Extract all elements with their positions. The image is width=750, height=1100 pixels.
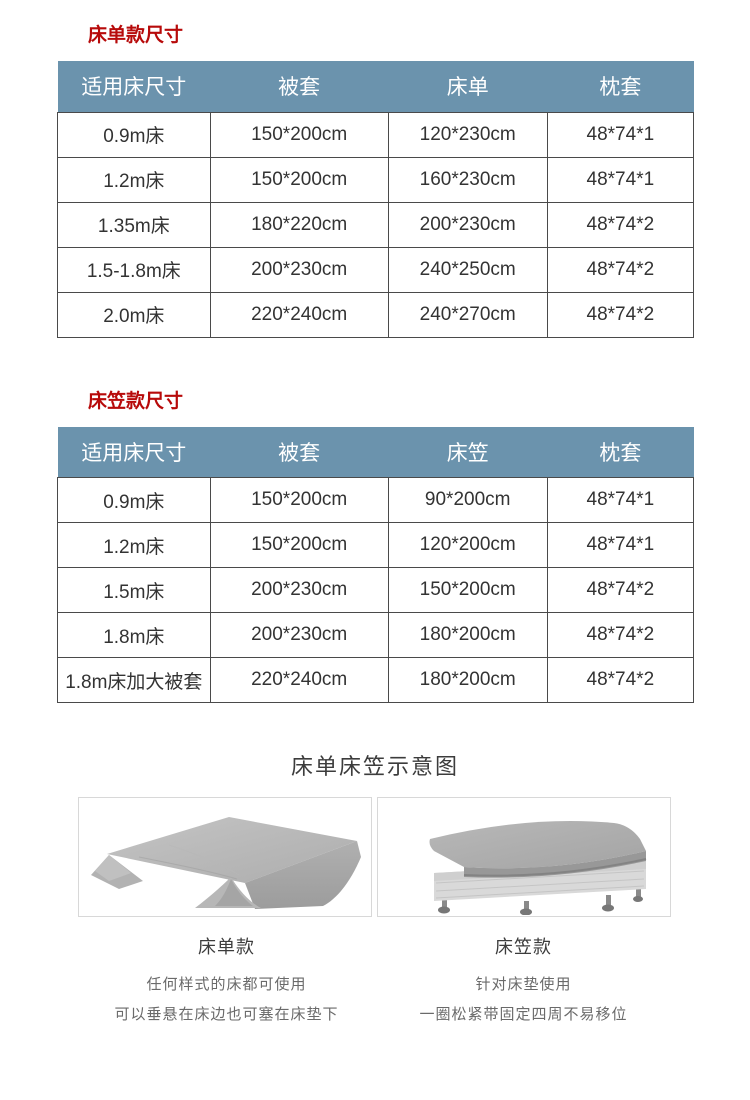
table-cell: 1.2m床 (57, 522, 211, 568)
fitted-sheet-table-title: 床笠款尺寸 (88, 390, 184, 412)
table-row: 0.9m床 150*200cm 90*200cm 48*74*1 (57, 477, 695, 523)
table-cell: 1.35m床 (57, 201, 211, 248)
fitted-sheet-caption: 床笠款 针对床垫使用 一圈松紧带固定四周不易移位 (375, 917, 672, 1024)
column-header: 枕套 (547, 426, 694, 478)
column-header: 适用床尺寸 (57, 426, 211, 478)
table-cell: 240*270cm (387, 291, 548, 338)
table-row: 1.8m床加大被套 220*240cm 180*200cm 48*74*2 (57, 657, 695, 703)
table-cell: 200*230cm (387, 201, 548, 248)
table-row: 2.0m床 220*240cm 240*270cm 48*74*2 (57, 291, 695, 338)
table-cell: 48*74*2 (546, 201, 695, 248)
diagram-images (78, 797, 672, 917)
fitted-sheet-size-table: 适用床尺寸 被套 床笠 枕套 0.9m床 150*200cm 90*200cm … (57, 426, 695, 703)
table-cell: 0.9m床 (57, 477, 211, 523)
flat-sheet-bed-illustration (78, 797, 372, 917)
table-row: 1.2m床 150*200cm 160*230cm 48*74*1 (57, 156, 695, 203)
table-cell: 48*74*2 (546, 567, 695, 613)
table-header-row: 适用床尺寸 被套 床单 枕套 (57, 61, 694, 112)
table-cell: 240*250cm (387, 246, 548, 293)
table-cell: 48*74*2 (546, 612, 695, 658)
column-header: 被套 (210, 426, 389, 478)
column-header: 枕套 (547, 61, 694, 112)
diagram-title: 床单床笠示意图 (290, 754, 459, 779)
flat-sheet-desc-line1: 任何样式的床都可使用 (146, 976, 307, 993)
table-cell: 180*200cm (387, 657, 548, 703)
table-cell: 48*74*1 (546, 156, 695, 203)
table-cell: 48*74*1 (546, 522, 695, 568)
table-row: 1.5-1.8m床 200*230cm 240*250cm 48*74*2 (57, 246, 695, 293)
product-size-detail-page: 床单款尺寸 适用床尺寸 被套 床单 枕套 0.9m床 150*200cm 120… (0, 20, 750, 1100)
table-row: 1.2m床 150*200cm 120*200cm 48*74*1 (57, 522, 695, 568)
table-cell: 120*200cm (387, 522, 548, 568)
table-cell: 150*200cm (387, 567, 548, 613)
table-cell: 200*230cm (209, 567, 389, 613)
table-cell: 1.5m床 (57, 567, 211, 613)
table-cell: 90*200cm (387, 477, 548, 523)
table-cell: 150*200cm (209, 522, 389, 568)
table-cell: 48*74*2 (546, 291, 695, 338)
column-header: 床笠 (388, 426, 548, 478)
table-cell: 1.2m床 (57, 156, 211, 203)
table-cell: 48*74*1 (546, 477, 695, 523)
fitted-sheet-desc-line2: 一圈松紧带固定四周不易移位 (419, 1006, 628, 1023)
table-cell: 180*220cm (209, 201, 389, 248)
table-cell: 0.9m床 (57, 111, 211, 158)
flat-sheet-size-table: 适用床尺寸 被套 床单 枕套 0.9m床 150*200cm 120*230cm… (57, 61, 695, 338)
column-header: 适用床尺寸 (57, 61, 211, 112)
table-header-row: 适用床尺寸 被套 床笠 枕套 (57, 426, 694, 478)
flat-sheet-desc-line2: 可以垂悬在床边也可塞在床垫下 (114, 1006, 339, 1023)
table-cell: 48*74*2 (546, 657, 695, 703)
table-row: 0.9m床 150*200cm 120*230cm 48*74*1 (57, 111, 695, 158)
table-cell: 180*200cm (387, 612, 548, 658)
table-cell: 48*74*1 (546, 111, 695, 158)
table-cell: 220*240cm (209, 291, 389, 338)
bed-legs (438, 887, 643, 915)
flat-sheet-caption: 床单款 任何样式的床都可使用 可以垂悬在床边也可塞在床垫下 (78, 917, 375, 1024)
flat-sheet-label: 床单款 (198, 937, 255, 957)
table-row: 1.35m床 180*220cm 200*230cm 48*74*2 (57, 201, 695, 248)
table-cell: 1.8m床加大被套 (57, 657, 211, 703)
table-cell: 150*200cm (209, 156, 389, 203)
fitted-sheet-bed-illustration (377, 797, 671, 917)
column-header: 被套 (210, 61, 389, 112)
table-row: 1.5m床 200*230cm 150*200cm 48*74*2 (57, 567, 695, 613)
table-cell: 160*230cm (387, 156, 548, 203)
column-header: 床单 (388, 61, 548, 112)
table-cell: 120*230cm (387, 111, 548, 158)
flat-sheet-table-title: 床单款尺寸 (88, 25, 184, 46)
table-cell: 150*200cm (209, 111, 389, 158)
diagram-captions: 床单款 任何样式的床都可使用 可以垂悬在床边也可塞在床垫下 床笠款 针对床垫使用… (78, 917, 672, 1024)
table-cell: 1.8m床 (57, 612, 211, 658)
table-cell: 48*74*2 (546, 246, 695, 293)
table-row: 1.8m床 200*230cm 180*200cm 48*74*2 (57, 612, 695, 658)
table-cell: 200*230cm (209, 612, 389, 658)
table-cell: 150*200cm (209, 477, 389, 523)
table-cell: 1.5-1.8m床 (57, 246, 211, 293)
fitted-sheet-desc-line1: 针对床垫使用 (475, 976, 572, 993)
table-cell: 2.0m床 (57, 291, 211, 338)
table-cell: 220*240cm (209, 657, 389, 703)
fitted-sheet-label: 床笠款 (495, 937, 552, 957)
table-cell: 200*230cm (209, 246, 389, 293)
